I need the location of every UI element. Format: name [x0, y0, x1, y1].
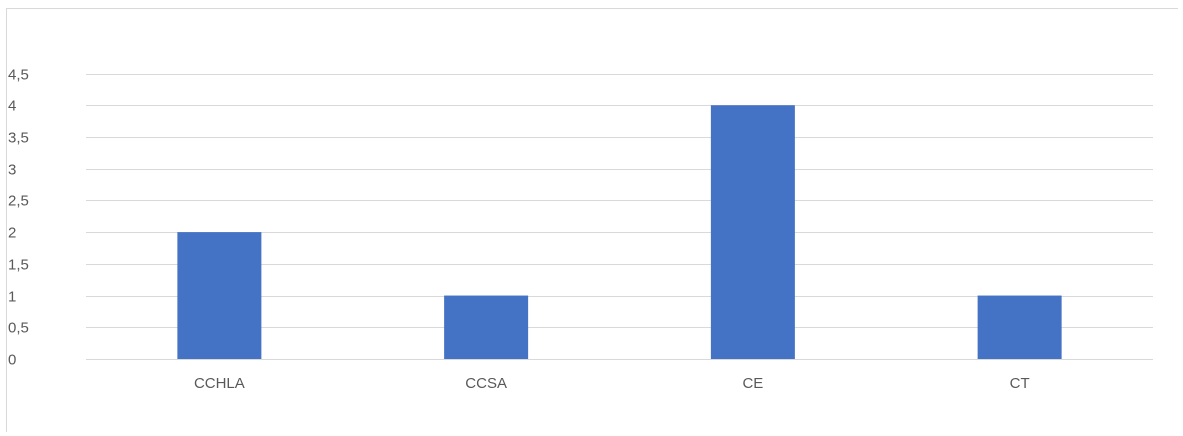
y-tick-label: 3 — [8, 162, 16, 179]
y-tick-label: 1,5 — [8, 257, 29, 274]
gridlines — [86, 74, 1153, 360]
y-tick-label: 0,5 — [8, 320, 29, 337]
x-category-label: CT — [1010, 375, 1030, 392]
y-tick-label: 0 — [8, 352, 16, 369]
chart-frame — [6, 8, 1178, 432]
y-axis-tick-labels: 0 0,5 1 1,5 2 2,5 3 3,5 4 4,5 — [8, 67, 29, 369]
bar-cchla — [177, 232, 262, 359]
x-category-label: CE — [742, 375, 763, 392]
y-tick-label: 1 — [8, 289, 16, 306]
bar-ce — [710, 105, 795, 359]
x-category-label: CCHLA — [194, 375, 245, 392]
bar-ct — [977, 295, 1062, 359]
y-tick-label: 4 — [8, 98, 16, 115]
y-tick-label: 2 — [8, 225, 16, 242]
y-tick-label: 4,5 — [8, 67, 29, 84]
y-tick-label: 2,5 — [8, 193, 29, 210]
bar-ccsa — [444, 295, 529, 359]
bars — [177, 105, 1062, 359]
x-category-label: CCSA — [465, 375, 507, 392]
y-tick-label: 3,5 — [8, 130, 29, 147]
x-axis-category-labels: CCHLA CCSA CE CT — [194, 375, 1030, 392]
